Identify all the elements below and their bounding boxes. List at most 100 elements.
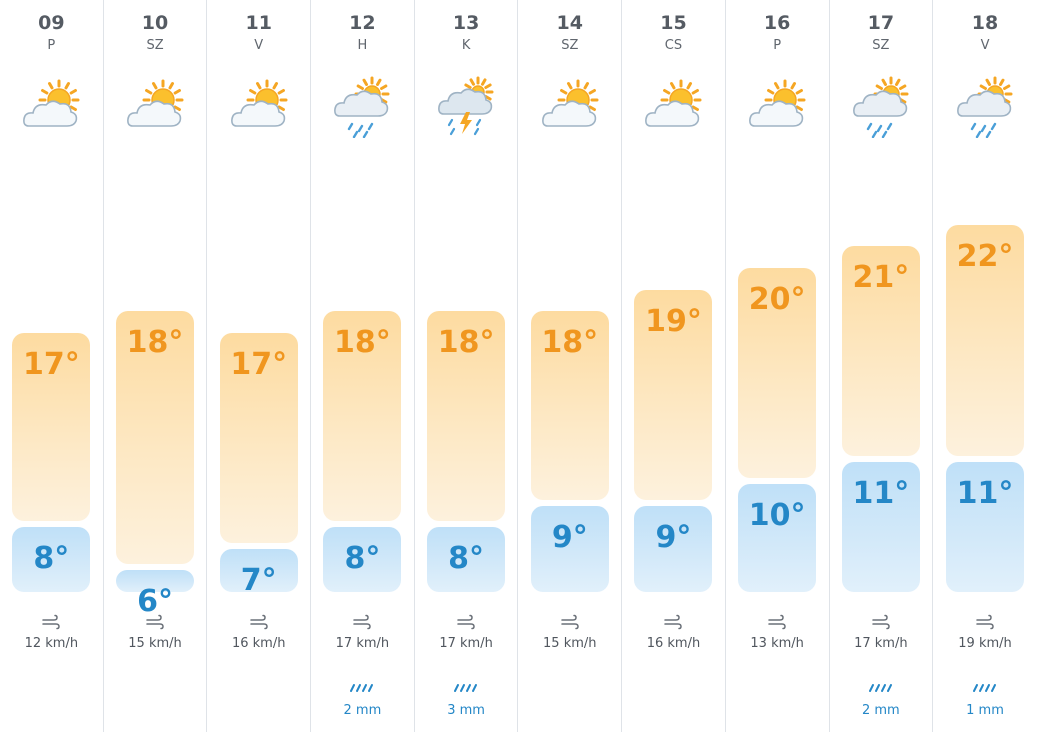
high-temperature: 18° (541, 325, 599, 361)
high-temperature-bar: 19° (634, 289, 713, 500)
low-temperature-bar: 11° (946, 462, 1025, 592)
sun-behind-cloud-icon (645, 79, 702, 127)
weekday-abbreviation: P (773, 38, 782, 53)
high-temperature-bar: 20° (738, 268, 817, 478)
wind-icon (353, 614, 372, 630)
forecast-day-column[interactable]: 17 SZ 21° 11° 17 km/h 2 mm (830, 0, 934, 732)
wind-icon (42, 614, 61, 630)
low-temperature: 8° (344, 541, 381, 577)
low-temperature: 11° (852, 476, 910, 512)
wind-speed: 13 km/h (750, 636, 804, 651)
high-temperature: 18° (126, 325, 184, 361)
weekday-abbreviation: V (254, 38, 264, 53)
low-temperature: 6° (137, 584, 173, 620)
rain-drops-icon (868, 684, 892, 692)
wind-speed: 17 km/h (854, 636, 908, 651)
day-number: 09 (38, 12, 65, 34)
wind-speed: 17 km/h (439, 636, 493, 651)
forecast-day-column[interactable]: 16 P 20° 10° 13 km/h (726, 0, 830, 732)
precipitation-amount: 2 mm (343, 703, 382, 718)
high-temperature: 21° (852, 260, 910, 296)
high-temperature: 18° (437, 325, 495, 361)
wind-icon (872, 614, 890, 630)
wind-speed: 15 km/h (128, 636, 182, 651)
forecast-day-column[interactable]: 09 P 17° 8° 12 km/h (0, 0, 104, 732)
day-number: 14 (556, 12, 583, 34)
weekday-abbreviation: K (461, 38, 471, 53)
wind-icon (976, 614, 994, 630)
forecast-day-column[interactable]: 10 SZ 18° 6° 15 km/h (104, 0, 208, 732)
wind-speed: 15 km/h (543, 636, 597, 651)
rain-drops-icon (350, 684, 374, 692)
wind-speed: 16 km/h (231, 636, 286, 651)
low-temperature: 11° (956, 476, 1014, 512)
day-number: 10 (141, 12, 169, 34)
day-number: 17 (867, 12, 895, 34)
precipitation-amount: 2 mm (861, 703, 900, 718)
wind-icon (457, 614, 475, 630)
forecast-day-column[interactable]: 13 K 18° 8° 17 km/h 3 mm (415, 0, 519, 732)
high-temperature: 18° (334, 325, 391, 361)
day-number: 18 (971, 12, 999, 34)
forecast-day-column[interactable]: 15 CS 19° 9° 16 km/h (622, 0, 726, 732)
day-number: 16 (763, 12, 791, 34)
low-temperature-bar: 8° (12, 527, 91, 592)
wind-speed: 19 km/h (958, 636, 1012, 651)
wind-icon (664, 614, 683, 630)
high-temperature: 22° (956, 238, 1014, 274)
high-temperature-bar: 18° (530, 311, 609, 500)
day-number: 12 (349, 12, 376, 34)
high-temperature-bar: 17° (219, 332, 298, 543)
weekday-abbreviation: SZ (872, 38, 890, 53)
wind-icon (561, 614, 579, 630)
high-temperature-bar: 21° (841, 246, 920, 457)
low-temperature-bar: 9° (530, 505, 609, 592)
wind-speed: 12 km/h (24, 636, 79, 651)
high-temperature: 19° (645, 303, 702, 339)
wind-icon (249, 614, 268, 630)
high-temperature-bar: 18° (323, 311, 402, 522)
low-temperature: 8° (33, 541, 70, 577)
weekday-abbreviation: P (47, 38, 56, 53)
low-temperature-bar: 7° (219, 548, 298, 598)
high-temperature: 20° (748, 282, 806, 317)
low-temperature: 10° (748, 498, 806, 533)
weekday-abbreviation: V (980, 38, 990, 53)
wind-speed: 16 km/h (646, 636, 701, 651)
sun-rain-cloud-icon (852, 76, 909, 138)
precipitation-amount: 1 mm (966, 703, 1004, 718)
wind-icon (146, 614, 164, 630)
low-temperature-bar: 10° (738, 484, 817, 592)
high-temperature: 17° (22, 346, 80, 382)
rain-drops-icon (454, 684, 478, 692)
high-temperature-bar: 22° (946, 224, 1025, 457)
low-temperature: 9° (655, 519, 692, 555)
low-temperature-bar: 9° (634, 505, 713, 592)
sun-rain-cloud-icon (957, 76, 1013, 138)
forecast-day-column[interactable]: 11 V 17° 7° 16 km/h (207, 0, 312, 732)
weekday-abbreviation: SZ (561, 38, 579, 53)
weekday-abbreviation: H (357, 38, 368, 53)
day-number: 13 (452, 12, 480, 34)
day-number: 15 (660, 12, 687, 34)
high-temperature-bar: 18° (116, 311, 195, 565)
rain-drops-icon (973, 684, 997, 692)
high-temperature-bar: 18° (427, 311, 506, 522)
low-temperature: 8° (448, 541, 485, 577)
sun-behind-cloud-icon (749, 79, 806, 127)
wind-icon (768, 614, 786, 630)
low-temperature-bar: 11° (841, 462, 920, 592)
weekday-abbreviation: CS (664, 38, 683, 53)
forecast-day-column[interactable]: 12 H 18° 8° 17 km/h 2 mm (311, 0, 415, 732)
weekday-abbreviation: SZ (146, 38, 164, 53)
forecast-day-column[interactable]: 14 SZ 18° 9° 15 km/h (518, 0, 623, 732)
low-temperature-bar: 6° (116, 570, 195, 619)
sun-behind-cloud-icon (127, 79, 184, 127)
sun-rain-cloud-icon (334, 76, 390, 138)
high-temperature: 17° (230, 346, 288, 382)
day-number: 11 (245, 12, 272, 34)
precipitation-amount: 3 mm (447, 703, 485, 718)
forecast-day-column[interactable]: 18 V 22° 11° 19 km/h 1 mm (933, 0, 1037, 732)
thunderstorm-icon (438, 76, 494, 136)
